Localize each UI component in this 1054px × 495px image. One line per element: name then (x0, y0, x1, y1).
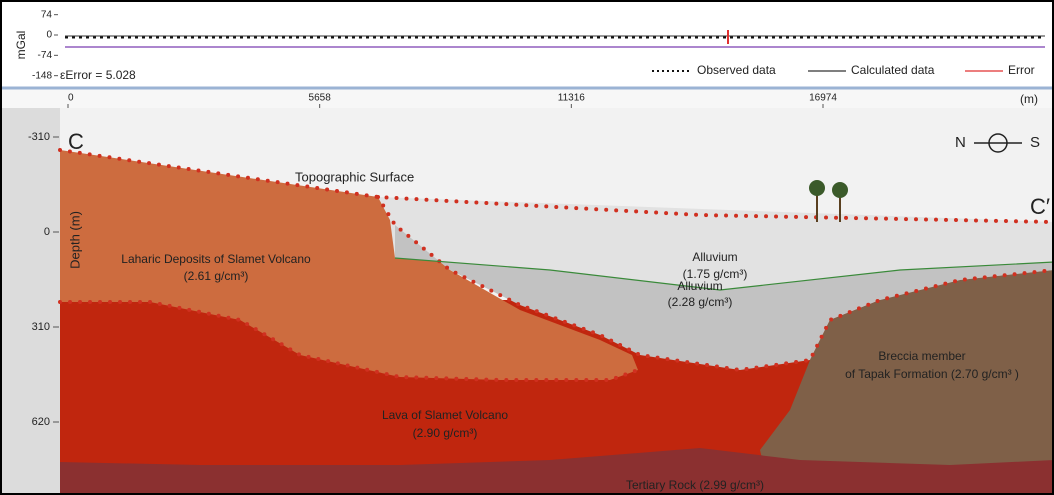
topography-label: Topographic Surface (295, 169, 414, 184)
y-tick-label: 620 (32, 416, 50, 428)
unit-label: Tertiary Rock (2.99 g/cm³) (626, 478, 764, 492)
unit-label: Alluvium (677, 279, 722, 293)
y-tick-label: 0 (46, 30, 52, 41)
unit-density: of Tapak Formation (2.70 g/cm³ ) (845, 367, 1019, 381)
y-tick-label: 74 (41, 9, 53, 20)
compass-n: N (955, 134, 966, 151)
profile-start: C (68, 129, 84, 154)
y-tick-label: -74 (38, 50, 53, 61)
x-tick-label: 16974 (809, 93, 837, 104)
unit-label: Breccia member (878, 349, 965, 363)
unit-label: Laharic Deposits of Slamet Volcano (121, 252, 311, 266)
x-tick-label: 11316 (558, 93, 586, 104)
y-tick-label: -148 (32, 70, 52, 81)
ruler (0, 88, 1054, 108)
depth-label: Depth (m) (67, 211, 82, 269)
y-axis-label: mGal (14, 31, 28, 60)
compass-s: S (1030, 134, 1040, 151)
unit-label: Lava of Slamet Volcano (382, 408, 508, 422)
x-tick-label: 5658 (309, 93, 332, 104)
profile-end: C′ (1030, 194, 1050, 219)
unit-density: (2.61 g/cm³) (184, 269, 249, 283)
x-unit: (m) (1020, 92, 1038, 106)
depth-axis-panel (0, 108, 60, 495)
x-tick-label: 0 (68, 93, 74, 104)
error-label: εError = 5.028 (60, 68, 136, 82)
y-tick-label: 310 (32, 321, 50, 333)
unit-density: (2.28 g/cm³) (668, 295, 733, 309)
unit-label: Alluvium (692, 250, 737, 264)
unit-density: (2.90 g/cm³) (413, 426, 478, 440)
legend-label: Calculated data (851, 63, 935, 77)
legend-label: Error (1008, 63, 1035, 77)
y-tick-label: 0 (44, 226, 50, 238)
y-tick-label: -310 (28, 131, 50, 143)
legend-label: Observed data (697, 63, 776, 77)
gravity-model: mGal εError = 5.028 Observed data Calcul… (0, 0, 1054, 495)
